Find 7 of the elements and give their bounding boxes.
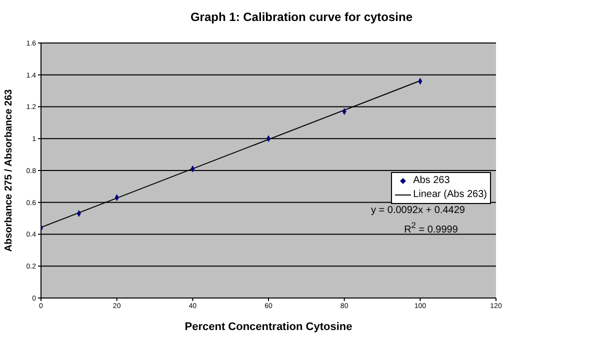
y-axis-title: Absorbance 275 / Absorbance 263	[4, 88, 15, 252]
legend-label: Linear (Abs 263)	[413, 188, 487, 202]
annotation: R$^{2}$ = 0.9999	[403, 219, 459, 236]
chart-title: Graph 1: Calibration curve for cytosine	[189, 10, 414, 24]
x-axis-title: Percent Concentration Cytosine	[184, 321, 352, 333]
legend-label: Abs 263	[413, 174, 450, 188]
annotation: y = 0.0092x + 0.4429	[371, 205, 466, 217]
